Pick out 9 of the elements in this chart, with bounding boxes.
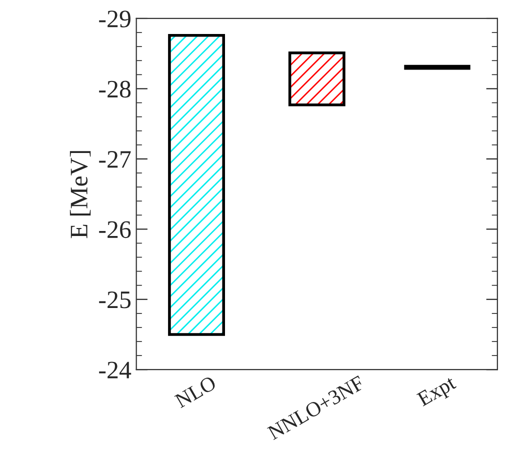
y-tick-label: -26 [99,221,131,238]
y-tick-label: -28 [99,80,131,98]
y-tick-label: -27 [99,151,131,168]
x-tick-label: Expt [416,375,459,410]
y-tick-label: -25 [99,291,131,308]
x-tick-label: NLO [174,375,217,408]
y-tick-label: -29 [99,10,130,28]
y-axis-title: E [MeV] [70,151,91,238]
y-tick-label: -24 [99,362,132,378]
